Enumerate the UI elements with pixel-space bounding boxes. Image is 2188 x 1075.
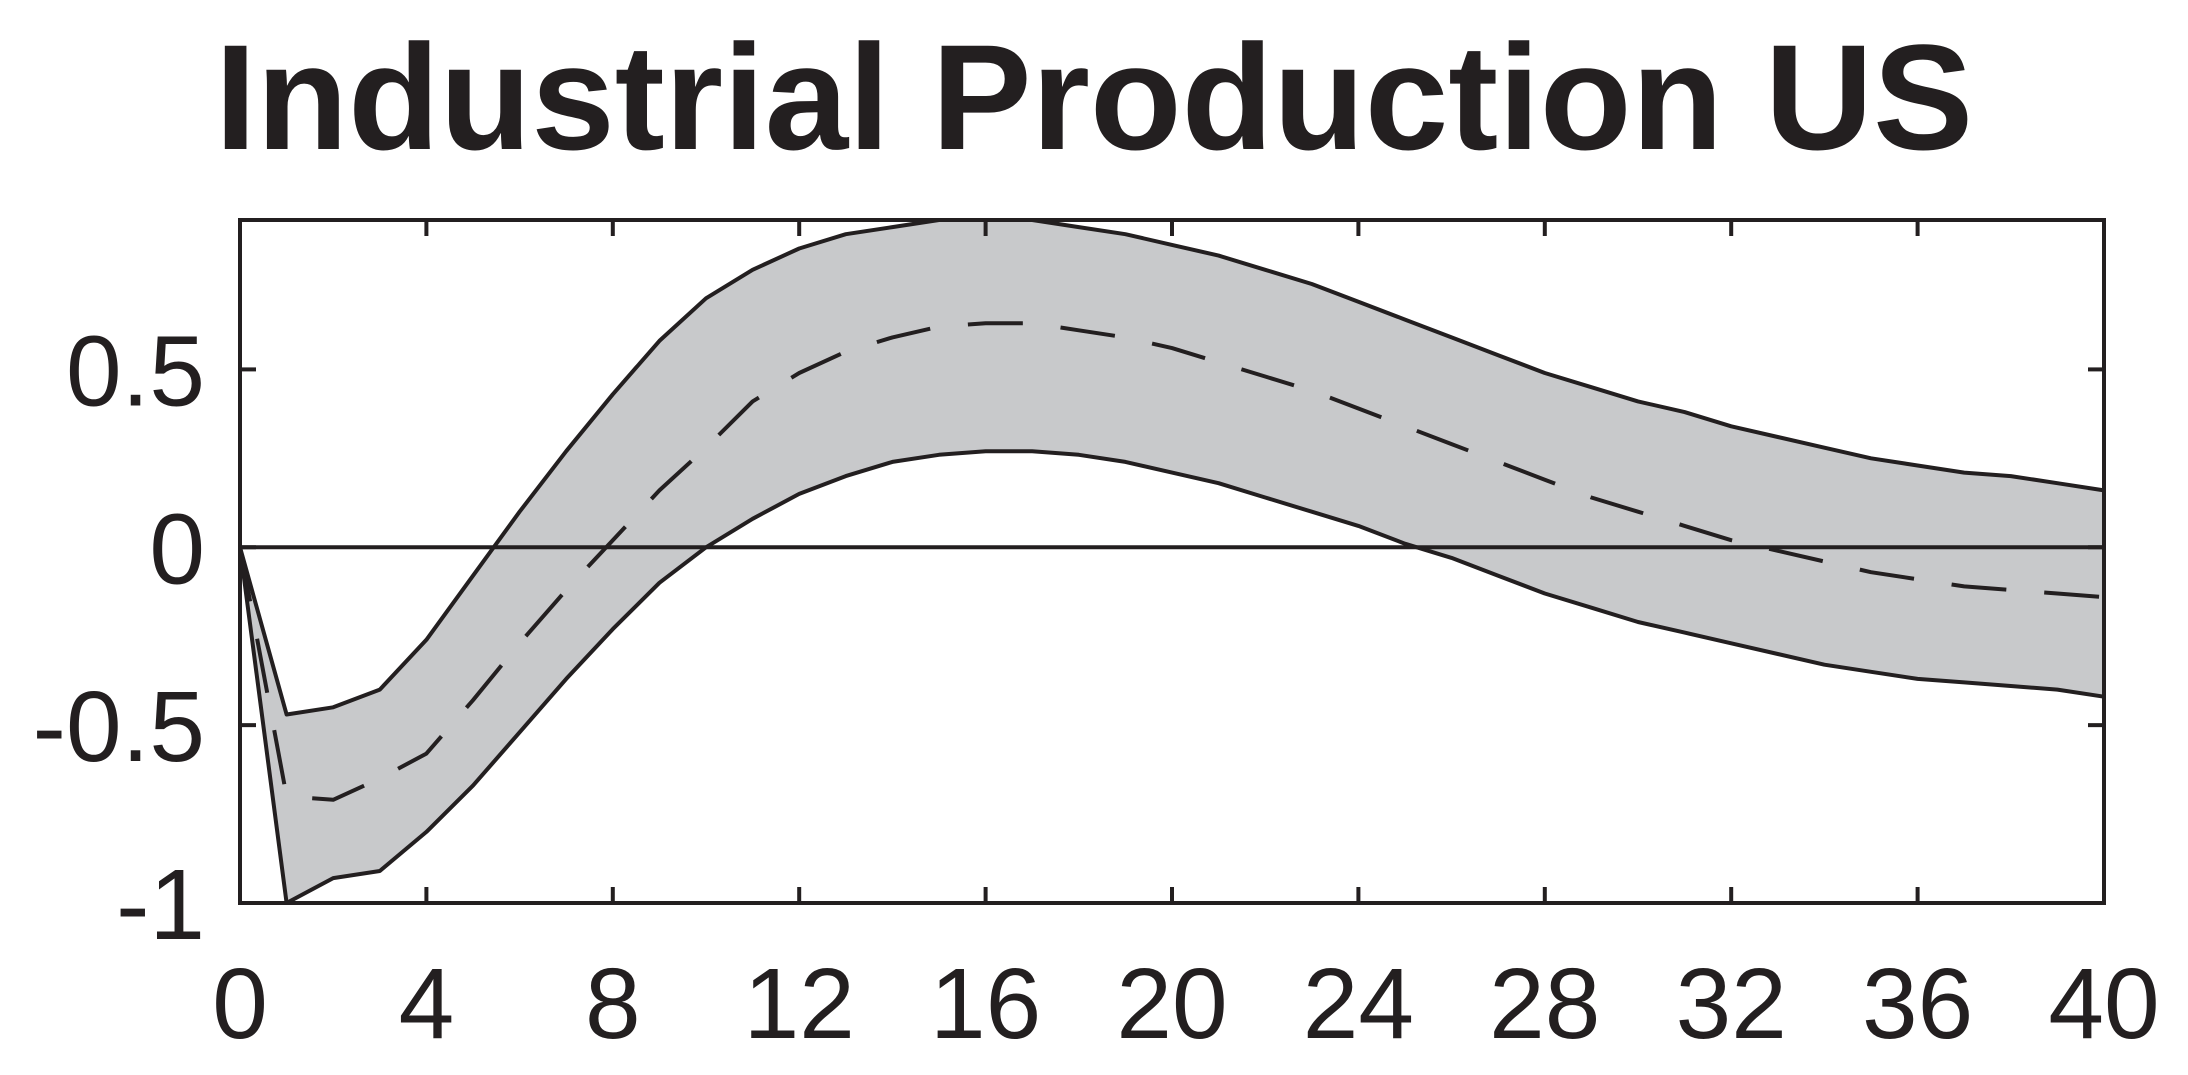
x-tick-label: 0 — [212, 948, 268, 1060]
x-tick-label: 32 — [1676, 948, 1787, 1060]
upper-bound-line — [238, 218, 2105, 717]
x-tick-label: 16 — [930, 948, 1041, 1060]
chart-title: Industrial Production US — [214, 13, 1974, 181]
x-tick-label: 36 — [1862, 948, 1973, 1060]
y-tick-label: -1 — [116, 849, 205, 961]
median-line — [238, 321, 2105, 802]
y-tick-label: -0.5 — [33, 671, 205, 783]
x-tick-label: 8 — [585, 948, 641, 1060]
x-tick-label: 4 — [399, 948, 455, 1060]
x-tick-label: 28 — [1489, 948, 1600, 1060]
x-tick-label: 40 — [2048, 948, 2159, 1060]
y-tick-label: 0 — [149, 493, 205, 605]
x-tick-label: 12 — [744, 948, 855, 1060]
lower-bound-line — [238, 449, 2105, 905]
y-tick-label: 0.5 — [66, 315, 205, 427]
x-tick-label: 24 — [1303, 948, 1414, 1060]
confidence-band — [240, 220, 2104, 903]
x-tick-label: 20 — [1116, 948, 1227, 1060]
